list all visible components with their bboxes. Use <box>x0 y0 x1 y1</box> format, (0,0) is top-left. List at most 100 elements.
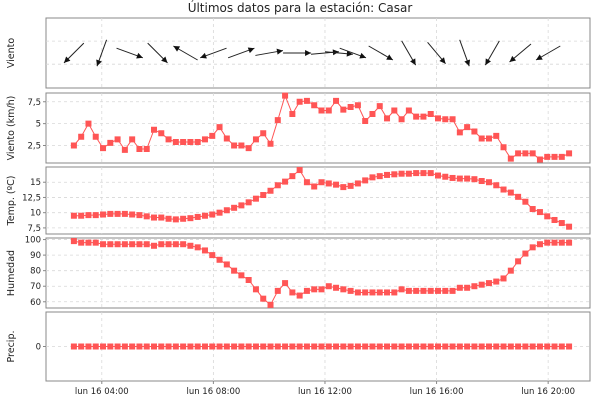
wind-arrow <box>509 43 532 63</box>
y-axis-label: Precip. <box>6 330 17 362</box>
data-point <box>303 97 310 104</box>
data-point <box>442 287 449 294</box>
data-point <box>100 241 107 248</box>
data-point <box>252 286 259 293</box>
chart-panels: Viento Viento (km/h) 2,5 5 7,5 Temp. (ºC) 7,5 1… <box>6 17 591 382</box>
data-point <box>376 103 383 110</box>
data-point <box>114 343 121 350</box>
data-point <box>289 111 296 117</box>
data-point <box>369 174 376 181</box>
data-point <box>456 129 463 136</box>
data-point <box>274 182 281 189</box>
data-point <box>478 343 485 350</box>
data-point <box>201 136 208 143</box>
data-point <box>471 176 478 183</box>
data-point <box>500 275 507 282</box>
data-point <box>70 142 77 149</box>
data-point <box>129 211 136 218</box>
data-point <box>340 286 347 293</box>
data-point <box>180 241 187 248</box>
data-point <box>121 343 128 350</box>
data-point <box>252 136 259 143</box>
data-point <box>201 212 208 219</box>
data-point <box>551 153 558 160</box>
data-point <box>311 286 318 293</box>
data-point <box>376 343 383 350</box>
data-point <box>92 212 99 219</box>
data-point <box>296 167 303 174</box>
data-point <box>536 343 543 350</box>
data-point <box>267 187 274 194</box>
data-point <box>529 244 536 251</box>
wind-arrow <box>368 45 394 61</box>
data-point <box>318 179 325 186</box>
data-point <box>347 287 354 294</box>
data-point <box>311 343 318 350</box>
data-point <box>485 179 492 186</box>
data-point <box>216 209 223 216</box>
wind-arrow <box>227 47 255 59</box>
wind-arrow <box>116 47 144 59</box>
y-tick-label: 60 <box>30 298 41 308</box>
panel-viento-dir: Viento <box>6 17 591 89</box>
data-point <box>566 223 573 230</box>
data-point <box>362 343 369 350</box>
data-point <box>136 212 143 219</box>
data-point <box>558 239 565 246</box>
data-point <box>493 278 500 285</box>
data-point <box>252 195 259 202</box>
data-point <box>442 173 449 180</box>
data-point <box>100 343 107 350</box>
data-point <box>340 106 347 113</box>
data-point <box>136 343 143 350</box>
data-point <box>223 207 230 214</box>
data-point <box>354 102 361 109</box>
y-tick-label: 10 <box>30 209 41 219</box>
data-point <box>558 220 565 227</box>
data-point <box>325 343 332 350</box>
data-point <box>245 199 252 206</box>
data-point <box>544 239 551 246</box>
data-point <box>413 170 420 177</box>
data-point <box>391 171 398 178</box>
data-point <box>354 343 361 350</box>
data-point <box>325 107 332 114</box>
data-point <box>296 98 303 105</box>
data-point <box>362 289 369 296</box>
data-point <box>209 252 216 259</box>
data-point <box>456 175 463 182</box>
data-point <box>427 343 434 350</box>
data-point <box>413 113 420 120</box>
data-point <box>85 212 92 219</box>
data-point <box>420 170 427 177</box>
data-point <box>551 216 558 223</box>
data-point <box>391 343 398 350</box>
data-point <box>515 193 522 200</box>
data-point <box>405 343 412 350</box>
data-point <box>303 287 310 294</box>
data-point <box>151 126 157 133</box>
data-point <box>238 142 245 149</box>
y-tick-label: 15 <box>30 178 41 188</box>
data-point <box>260 192 267 199</box>
x-tick-label: lun 16 04:00 <box>75 387 129 397</box>
data-point <box>92 239 99 246</box>
data-point <box>187 343 194 350</box>
wind-arrow <box>535 45 561 61</box>
data-point <box>536 241 543 248</box>
data-point <box>391 289 398 296</box>
data-point <box>544 153 551 160</box>
data-point <box>303 179 310 186</box>
data-point <box>485 135 492 142</box>
data-point <box>187 242 194 249</box>
data-point <box>282 343 289 350</box>
wind-arrow <box>147 42 168 64</box>
data-point <box>201 247 208 254</box>
data-point <box>471 128 478 135</box>
data-point <box>369 111 376 117</box>
data-point <box>180 139 187 145</box>
data-point <box>201 343 208 350</box>
data-point <box>333 97 340 104</box>
data-point <box>100 145 107 152</box>
data-point <box>493 343 500 350</box>
